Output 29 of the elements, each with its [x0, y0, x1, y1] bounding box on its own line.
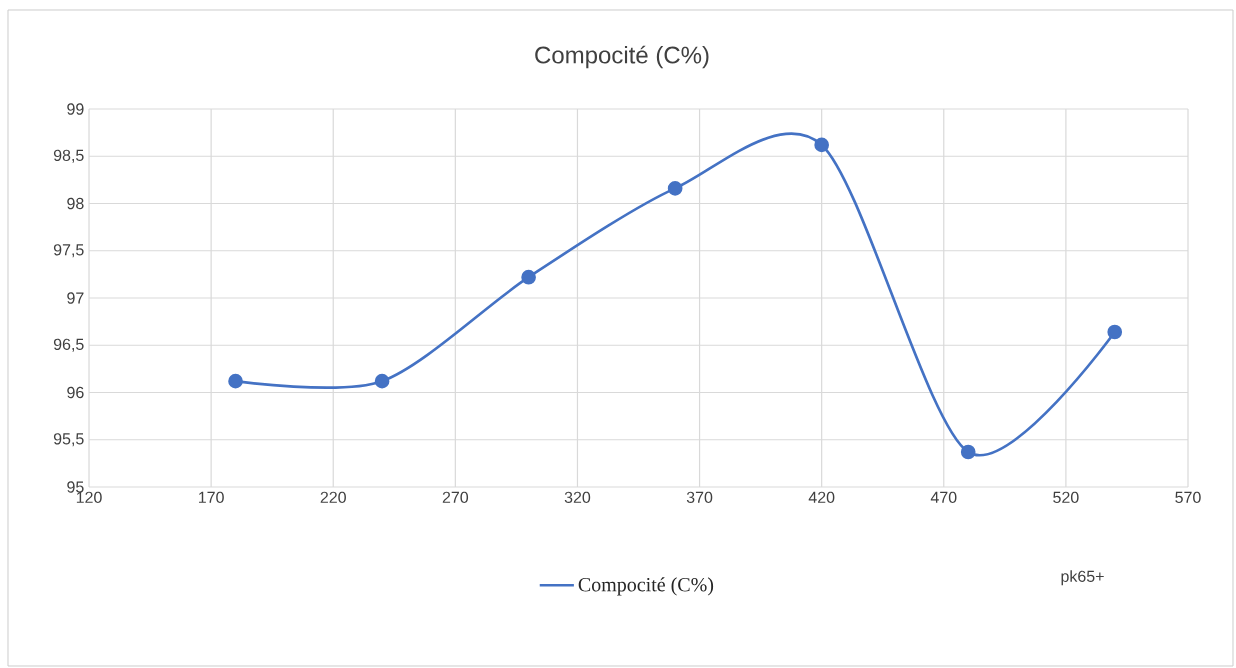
- x-tick-label: 420: [808, 491, 835, 504]
- x-tick-label: 520: [1053, 491, 1079, 504]
- point: [374, 373, 390, 389]
- y-tick-label: 95,5: [53, 433, 84, 447]
- point: [960, 444, 976, 460]
- x-tick-label: 320: [564, 491, 591, 504]
- x-tick-label: 120: [76, 491, 102, 504]
- point: [667, 181, 683, 196]
- point: [521, 269, 536, 285]
- y-tick-label: 95: [67, 481, 84, 493]
- legend-label: Compocité (C%): [578, 577, 714, 596]
- x-axis-title: pk65+: [1061, 570, 1104, 586]
- x-tick-label: 270: [442, 491, 469, 504]
- y-tick-label: 97,5: [53, 244, 84, 258]
- y-tick-label: 98,5: [53, 149, 84, 163]
- x-tick-label: 570: [1175, 491, 1201, 504]
- point: [814, 137, 830, 153]
- y-tick-label: 97: [67, 292, 84, 304]
- y-tick-label: 96: [67, 386, 84, 399]
- x-tick-label: 370: [686, 491, 713, 504]
- x-tick-label: 170: [198, 491, 224, 504]
- x-tick-label: 220: [320, 491, 346, 504]
- chart-title: Compocité (C%): [535, 45, 709, 69]
- point: [1107, 324, 1123, 340]
- y-tick-label: 96,5: [53, 338, 84, 352]
- x-tick-label: 470: [930, 491, 957, 504]
- point: [228, 373, 243, 389]
- y-tick-label: 98: [67, 197, 84, 210]
- y-tick-label: 99: [67, 103, 84, 115]
